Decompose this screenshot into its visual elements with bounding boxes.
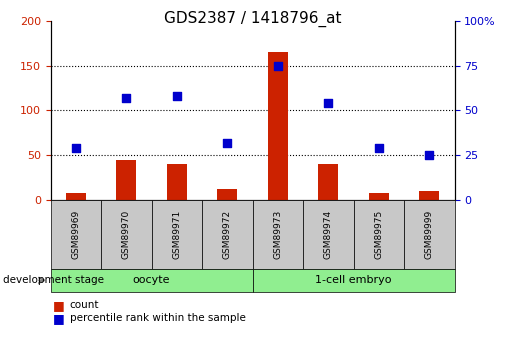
Point [72, 145, 80, 151]
Bar [66, 193, 86, 200]
Text: GSM89975: GSM89975 [374, 210, 383, 259]
Bar [217, 189, 237, 200]
Bar [318, 164, 338, 200]
Text: percentile rank within the sample: percentile rank within the sample [70, 313, 245, 323]
Bar [116, 160, 136, 200]
Bar [268, 52, 288, 200]
Text: 1-cell embryo: 1-cell embryo [315, 275, 392, 285]
Text: GSM89974: GSM89974 [324, 210, 333, 259]
Point [324, 100, 332, 106]
Point [375, 145, 383, 151]
Text: count: count [70, 300, 99, 310]
Text: GSM89973: GSM89973 [273, 210, 282, 259]
Point [425, 152, 433, 158]
Text: GSM89969: GSM89969 [71, 210, 80, 259]
Text: ■: ■ [53, 312, 65, 325]
Point [122, 95, 130, 101]
Text: development stage: development stage [3, 275, 104, 285]
Bar [419, 191, 439, 200]
Text: GDS2387 / 1418796_at: GDS2387 / 1418796_at [164, 10, 341, 27]
Text: ■: ■ [53, 299, 65, 312]
Text: GSM89999: GSM89999 [425, 210, 434, 259]
Text: GSM89971: GSM89971 [172, 210, 181, 259]
Text: oocyte: oocyte [133, 275, 170, 285]
Point [274, 63, 282, 68]
Text: GSM89970: GSM89970 [122, 210, 131, 259]
Point [223, 140, 231, 146]
Point [173, 93, 181, 99]
Bar [167, 164, 187, 200]
Text: GSM89972: GSM89972 [223, 210, 232, 259]
Bar [369, 193, 389, 200]
